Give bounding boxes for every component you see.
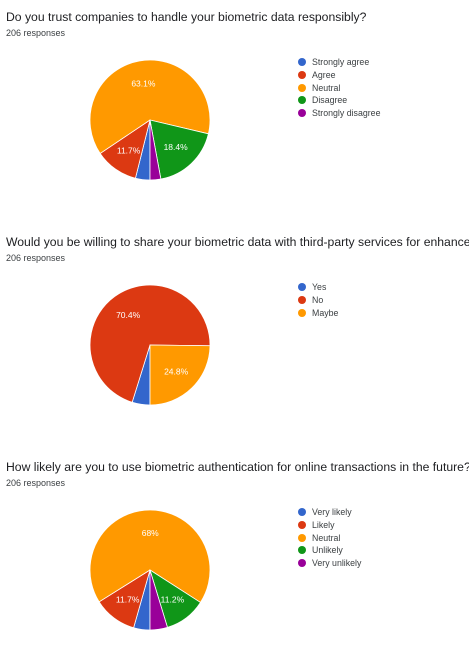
legend-swatch [298, 58, 306, 67]
legend-swatch [298, 83, 306, 92]
slice-label-neutral: 63.1% [131, 78, 156, 88]
legend-item-strongly-disagree: Strongly disagree [298, 107, 380, 120]
legend-label: Neutral [312, 82, 341, 93]
question-card-3: How likely are you to use biometric auth… [0, 450, 469, 669]
legend-label: Neutral [312, 532, 341, 543]
legend-label: Yes [312, 282, 327, 293]
legend-swatch [298, 533, 306, 542]
legend-swatch [298, 283, 306, 292]
legend-item-yes: Yes [298, 281, 338, 294]
pie-slice-neutral [89, 59, 211, 154]
question-card-1: Do you trust companies to handle your bi… [0, 0, 469, 219]
pie-slice-disagree [149, 119, 209, 180]
question-card-2: Would you be willing to share your biome… [0, 225, 469, 444]
legend-item-likely: Likely [298, 519, 361, 532]
pie-slice-no [89, 284, 211, 403]
legend-swatch [298, 508, 306, 517]
question-title: Would you be willing to share your biome… [6, 235, 469, 249]
slice-label-no: 70.4% [116, 310, 141, 320]
legend-label: Agree [312, 70, 336, 81]
slice-label-maybe: 24.8% [164, 366, 189, 376]
response-count: 206 responses [6, 28, 66, 38]
response-count: 206 responses [6, 253, 66, 263]
legend-swatch [298, 109, 306, 118]
legend-swatch [298, 521, 306, 530]
legend-label: Very likely [312, 507, 352, 518]
slice-label-unlikely: 11.2% [161, 595, 185, 605]
pie-chart: 70.4% 24.8% [89, 284, 211, 406]
legend: Yes No Maybe [298, 281, 338, 319]
legend-swatch [298, 71, 306, 80]
legend-item-neutral: Neutral [298, 81, 380, 94]
pie-chart: 11.7% 68% 11.2% [89, 509, 211, 631]
legend-label: Strongly disagree [312, 108, 381, 119]
legend-label: Strongly agree [312, 57, 370, 68]
pie-slice-maybe [149, 344, 211, 406]
legend-item-disagree: Disagree [298, 94, 380, 107]
question-title: How likely are you to use biometric auth… [6, 460, 469, 474]
legend-item-agree: Agree [298, 69, 380, 82]
legend-item-neutral: Neutral [298, 531, 361, 544]
legend-item-no: No [298, 294, 338, 307]
legend-swatch [298, 96, 306, 105]
legend-item-very-likely: Very likely [298, 506, 361, 519]
legend-label: Likely [312, 520, 335, 531]
legend-item-strongly-agree: Strongly agree [298, 56, 380, 69]
legend-label: No [312, 295, 324, 306]
pie-slice-neutral [89, 509, 211, 604]
question-title: Do you trust companies to handle your bi… [6, 10, 367, 24]
legend-swatch [298, 559, 306, 568]
legend-label: Maybe [312, 307, 339, 318]
legend-swatch [298, 308, 306, 317]
legend-item-very-unlikely: Very unlikely [298, 557, 361, 570]
response-count: 206 responses [6, 478, 66, 488]
slice-label-likely: 11.7% [116, 595, 140, 605]
pie-chart: 11.7% 63.1% 18.4% [89, 59, 211, 181]
legend-item-unlikely: Unlikely [298, 544, 361, 557]
slice-label-neutral: 68% [142, 528, 159, 538]
slice-label-disagree: 18.4% [164, 142, 189, 152]
pie-slice-strongly-disagree [149, 119, 162, 181]
legend-item-maybe: Maybe [298, 306, 338, 319]
legend-label: Unlikely [312, 545, 343, 556]
legend-swatch [298, 546, 306, 555]
pie-slice-very-unlikely [149, 569, 168, 631]
legend-swatch [298, 296, 306, 305]
legend: Strongly agree Agree Neutral Disagree Strong… [298, 56, 380, 119]
legend-label: Very unlikely [312, 558, 362, 569]
legend: Very likely Likely Neutral Unlikely Very unl… [298, 506, 361, 569]
legend-label: Disagree [312, 95, 348, 106]
slice-label-agree: 11.7% [117, 145, 141, 155]
